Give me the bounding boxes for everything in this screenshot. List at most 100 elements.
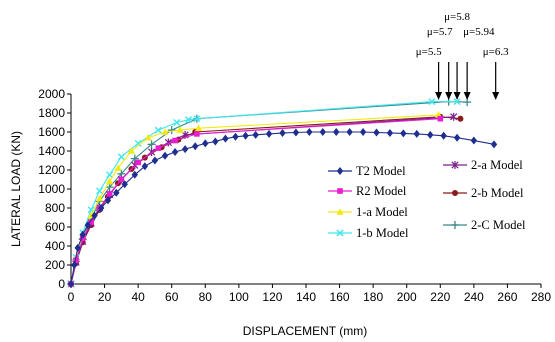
- series-1-b-model: [67, 98, 461, 288]
- x-tick-label: 40: [131, 290, 145, 304]
- data-point: [279, 128, 286, 137]
- legend-item-2-c-model: 2-C Model: [443, 218, 526, 232]
- y-tick-label: 600: [45, 220, 65, 234]
- series-2-a-model: [67, 112, 458, 288]
- legend-item-r2-model: R2 Model: [328, 184, 407, 198]
- data-point: [373, 128, 380, 137]
- x-tick-label: 60: [165, 290, 179, 304]
- marker-stroke: [173, 119, 181, 126]
- x-tick-label: 0: [68, 290, 75, 304]
- marker-stroke: [117, 153, 125, 161]
- data-point: [346, 128, 353, 136]
- legend-swatch-marker: [336, 167, 344, 175]
- data-point: [106, 177, 114, 185]
- data-point: [135, 159, 141, 166]
- data-point: [427, 130, 434, 139]
- legend-item-2-b-model: 2-b Model: [443, 186, 524, 200]
- data-point: [151, 156, 159, 165]
- annotation-label: μ=5.8: [444, 11, 470, 23]
- legend-swatch-marker: [336, 208, 344, 215]
- data-point: [222, 134, 229, 143]
- data-point: [173, 119, 181, 126]
- data-point: [457, 115, 464, 122]
- x-tick-label: 80: [199, 290, 213, 304]
- data-point: [71, 261, 78, 269]
- legend-label: 2-b Model: [471, 186, 524, 200]
- data-point: [104, 196, 112, 205]
- x-tick-label: 260: [497, 290, 517, 304]
- marker-stroke: [134, 139, 142, 147]
- marker-stroke: [87, 206, 95, 214]
- ductility-annotation: μ=5.94: [463, 26, 495, 100]
- series-2-b-model: [68, 113, 464, 287]
- data-point: [428, 98, 436, 106]
- data-point: [437, 115, 444, 122]
- y-tick-label: 1200: [38, 163, 65, 177]
- data-point: [113, 188, 120, 197]
- x-tick-label: 100: [229, 290, 249, 304]
- series-line: [70, 116, 461, 285]
- data-point: [98, 204, 105, 212]
- data-point: [181, 145, 189, 154]
- data-point: [265, 129, 273, 138]
- y-tick-label: 400: [45, 239, 65, 253]
- data-point: [252, 130, 259, 139]
- marker-stroke: [154, 126, 162, 134]
- marker-stroke: [106, 171, 114, 179]
- data-point: [134, 139, 142, 147]
- data-point: [413, 129, 420, 138]
- legend-label: R2 Model: [356, 184, 407, 198]
- series-line: [70, 131, 495, 285]
- legend-label: 2-a Model: [471, 158, 523, 172]
- data-point: [242, 131, 249, 140]
- ductility-annotation: μ=5.5: [416, 46, 443, 100]
- legend-swatch-marker: [452, 190, 458, 196]
- data-point: [88, 219, 94, 226]
- data-point: [144, 133, 152, 141]
- data-point: [114, 164, 122, 171]
- legend-label: 2-C Model: [471, 218, 526, 232]
- series-2-c-model: [67, 97, 472, 288]
- data-point: [359, 128, 367, 136]
- legend-swatch-marker: [337, 188, 343, 194]
- data-point: [306, 128, 313, 136]
- data-point: [202, 139, 209, 148]
- legend-swatch-marker: [336, 229, 344, 237]
- legend-swatch-marker: [451, 161, 459, 169]
- data-point: [121, 180, 128, 189]
- x-tick-label: 160: [330, 290, 350, 304]
- y-tick-label: 1000: [38, 182, 65, 196]
- data-point: [67, 280, 75, 288]
- y-tick-label: 2000: [38, 87, 65, 101]
- data-point: [194, 124, 203, 131]
- data-point: [171, 147, 179, 156]
- data-point: [212, 137, 219, 146]
- data-point: [400, 129, 407, 138]
- data-point: [106, 171, 114, 179]
- data-point: [74, 243, 81, 252]
- data-point: [176, 126, 184, 133]
- data-point: [453, 98, 461, 106]
- x-tick-label: 220: [430, 290, 450, 304]
- x-tick-label: 180: [363, 290, 383, 304]
- data-point: [147, 140, 156, 149]
- series-line: [70, 114, 439, 285]
- data-point: [84, 221, 91, 230]
- legend-swatch-marker: [451, 221, 459, 229]
- data-point: [232, 132, 239, 141]
- data-point: [155, 145, 162, 151]
- x-tick-label: 120: [262, 290, 282, 304]
- data-point: [161, 151, 169, 160]
- annotation-arrow-head: [453, 92, 461, 100]
- marker-stroke: [453, 98, 461, 106]
- annotations-layer: μ=5.5 μ=5.7 μ=5.8 μ=5.94 μ=6.3: [416, 11, 509, 100]
- legend-item-1-a-model: 1-a Model: [328, 205, 408, 219]
- series-line: [70, 101, 458, 285]
- annotation-arrow-head: [492, 92, 500, 100]
- legend-item-1-b-model: 1-b Model: [328, 226, 409, 240]
- y-tick-label: 1400: [38, 144, 65, 158]
- data-point: [470, 136, 478, 145]
- data-point: [386, 128, 394, 137]
- annotation-label: μ=6.3: [483, 46, 509, 58]
